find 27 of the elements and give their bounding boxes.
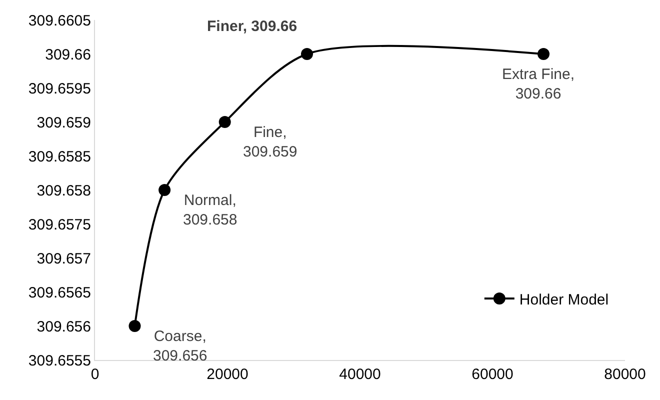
- y-tick-label: 309.656: [36, 318, 91, 336]
- y-tick-label: 309.659: [36, 114, 91, 132]
- y-tick-label: 309.66: [45, 46, 91, 64]
- annotation: Fine, 309.659: [243, 124, 298, 160]
- x-tick-label: 20000: [206, 366, 248, 383]
- x-tick-label: 60000: [472, 366, 514, 383]
- annotation: Extra Fine, 309.66: [502, 66, 575, 102]
- annotation: Normal, 309.658: [183, 192, 238, 228]
- annotation: Finer, 309.66: [207, 18, 298, 35]
- x-tick-label: 0: [90, 366, 100, 383]
- point: [301, 48, 313, 60]
- y-tick-label: 309.6605: [28, 12, 91, 30]
- x-tick-label: 80000: [604, 366, 646, 383]
- y-tick-label: 309.658: [36, 182, 91, 200]
- annotation: Coarse, 309.656: [153, 328, 208, 364]
- point: [538, 48, 550, 60]
- point: [158, 184, 171, 196]
- legend-label: Holder Model: [519, 291, 609, 308]
- y-tick-label: 309.6575: [28, 216, 91, 234]
- y-tick-label: 309.6565: [28, 284, 91, 302]
- x-tick-label: 40000: [339, 366, 381, 383]
- point: [128, 320, 141, 332]
- point: [218, 116, 231, 128]
- y-tick-label: 309.657: [36, 250, 91, 268]
- y-tick-label: 309.6585: [28, 148, 91, 166]
- y-tick-label: 309.6555: [28, 352, 91, 370]
- y-tick-label: 309.6595: [28, 80, 91, 98]
